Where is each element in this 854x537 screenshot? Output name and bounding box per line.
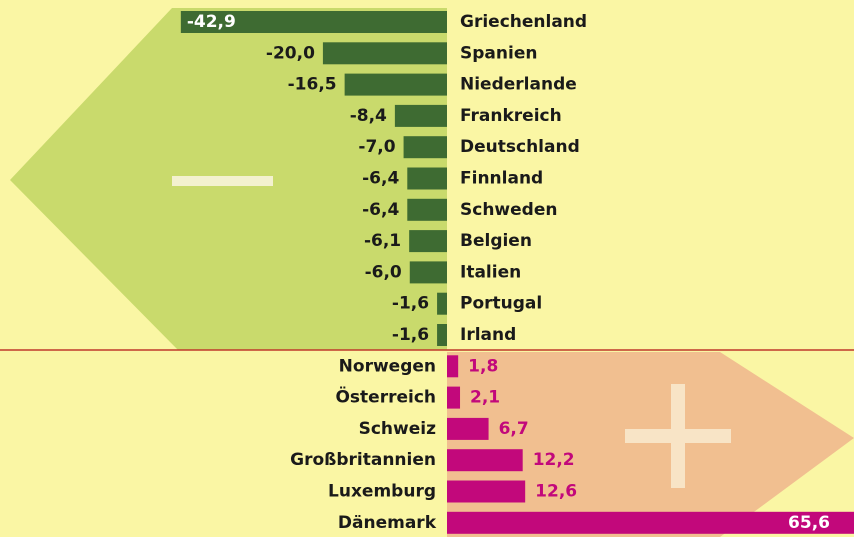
- bar: [407, 198, 447, 221]
- value-label: -6,0: [365, 262, 402, 282]
- category-label: Niederlande: [460, 75, 577, 95]
- bar: [407, 167, 447, 190]
- value-label: 12,6: [535, 482, 577, 502]
- category-label: Großbritannien: [290, 450, 436, 470]
- value-label: 65,6: [788, 513, 830, 533]
- category-label: Griechenland: [460, 12, 587, 32]
- value-label: -6,4: [362, 200, 399, 220]
- category-label: Frankreich: [460, 106, 562, 126]
- category-label: Finnland: [460, 169, 543, 189]
- category-label: Italien: [460, 262, 521, 282]
- value-label: -8,4: [350, 106, 387, 126]
- bar: [437, 292, 447, 315]
- plus-sign-v: [671, 384, 685, 488]
- category-label: Belgien: [460, 231, 532, 251]
- value-label: -1,6: [392, 325, 429, 345]
- category-label: Österreich: [335, 386, 436, 408]
- value-label: 1,8: [468, 356, 498, 376]
- category-label: Irland: [460, 325, 516, 345]
- category-label: Spanien: [460, 43, 537, 63]
- value-label: -7,0: [358, 137, 395, 157]
- category-label: Portugal: [460, 294, 542, 314]
- bar: [403, 136, 447, 159]
- bar: [344, 73, 447, 96]
- category-label: Dänemark: [338, 513, 437, 533]
- category-label: Deutschland: [460, 137, 580, 157]
- value-label: -16,5: [288, 75, 337, 95]
- value-label: 12,2: [533, 450, 575, 470]
- category-label: Norwegen: [339, 356, 436, 376]
- value-label: -6,4: [362, 169, 399, 189]
- bar: [322, 42, 447, 65]
- bar: [447, 386, 461, 409]
- plus-arrow: [447, 352, 854, 537]
- value-label: -42,9: [187, 12, 236, 32]
- value-label: -1,6: [392, 294, 429, 314]
- bar: [437, 324, 447, 346]
- minus-sign: [172, 176, 273, 186]
- value-label: -6,1: [364, 231, 401, 251]
- bar: [180, 11, 447, 33]
- bar: [447, 355, 459, 378]
- category-label: Schweden: [460, 200, 557, 220]
- category-label: Schweiz: [359, 419, 436, 439]
- value-label: 6,7: [499, 419, 529, 439]
- bar: [409, 261, 447, 284]
- value-label: 2,1: [470, 388, 500, 408]
- bar: [394, 104, 447, 127]
- bar: [447, 511, 854, 534]
- bar: [409, 230, 447, 253]
- bar: [447, 480, 526, 503]
- bar: [447, 417, 489, 440]
- category-label: Luxemburg: [328, 482, 436, 502]
- bar: [447, 449, 523, 472]
- value-label: -20,0: [266, 43, 315, 63]
